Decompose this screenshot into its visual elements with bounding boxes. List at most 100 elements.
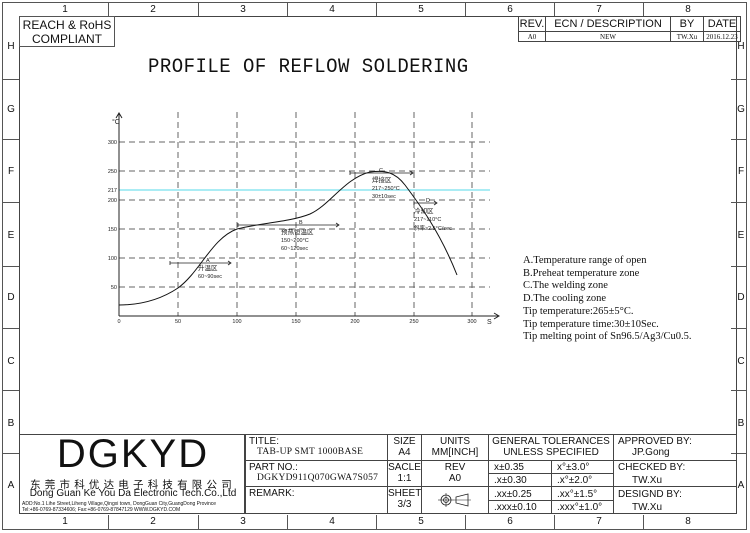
zone-c-name: 焊接区 xyxy=(372,175,392,184)
zone-col-label: 5 xyxy=(418,4,424,15)
zone-col-label: 1 xyxy=(62,4,68,15)
checked-cell: CHECKED BY: TW.Xu xyxy=(613,460,737,487)
zone-row-label: D xyxy=(737,292,745,303)
zone-divider xyxy=(376,2,377,16)
contact-line: Tel:+86-0769-87334606; Fax:+86-0769-8784… xyxy=(22,507,181,513)
compliance-line2: COMPLIANT xyxy=(31,32,102,46)
zone-row-label: A xyxy=(737,480,745,491)
zone-col-label: 6 xyxy=(507,4,513,15)
company-name-cn: 东莞市科优达电子科技有限公司 xyxy=(30,479,236,491)
zone-b-name: 预热恒温区 xyxy=(281,227,314,236)
zone-divider xyxy=(376,515,377,529)
zone-row-label: F xyxy=(7,166,15,177)
company-logo: DGKYD xyxy=(56,432,210,476)
zone-divider xyxy=(3,202,19,203)
zone-col-label: 2 xyxy=(150,516,156,527)
tolerance-linear: .x±0.30 xyxy=(488,473,552,487)
zone-col-label: 4 xyxy=(329,516,335,527)
zone-col-label: 7 xyxy=(596,516,602,527)
zone-divider xyxy=(731,390,747,391)
zone-divider xyxy=(3,453,19,454)
scale-value: 1:1 xyxy=(397,473,412,484)
tolerance-value: .x±0.30 xyxy=(494,475,527,486)
chart-grid xyxy=(119,112,490,316)
y-axis-label: °C xyxy=(112,118,120,126)
zone-divider xyxy=(465,515,466,529)
zone-c-id: C xyxy=(379,168,383,174)
svg-text:217: 217 xyxy=(108,188,117,194)
designed-value: TW.Xu xyxy=(632,502,663,513)
part-label: PART NO.: xyxy=(249,462,298,473)
svg-text:200: 200 xyxy=(350,319,359,325)
zone-col-label: 2 xyxy=(150,4,156,15)
sheet-label: SHEET xyxy=(388,488,422,499)
compliance-line1: REACH & RoHS xyxy=(22,18,112,32)
zone-a-name: 升温区 xyxy=(198,263,218,272)
units-label: UNITS xyxy=(440,436,470,447)
tolerance-angular: .x°±2.0° xyxy=(551,473,614,487)
svg-text:150: 150 xyxy=(108,227,117,233)
company-address: ADD:No.1 Lihe Street,Liheng Village,Qing… xyxy=(22,501,244,513)
note-item: Tip temperature time:30±10Sec. xyxy=(523,318,659,330)
zone-d-marker xyxy=(413,200,438,206)
zone-divider xyxy=(731,202,747,203)
tolerances-header1: GENERAL TOLERANCES xyxy=(492,436,610,447)
projection-cell xyxy=(421,486,489,514)
zone-divider xyxy=(731,266,747,267)
tolerance-value: .xx°±1.5° xyxy=(557,489,598,500)
zone-col-label: 3 xyxy=(240,4,246,15)
zone-divider xyxy=(731,328,747,329)
zone-divider xyxy=(643,2,644,16)
zone-row-label: C xyxy=(737,356,745,367)
zone-b-detail1: 150~200°C xyxy=(281,238,309,244)
zone-col-label: 4 xyxy=(329,4,335,15)
tolerance-value: .xxx°±1.0° xyxy=(557,502,603,513)
units-value: MM[INCH] xyxy=(431,447,479,458)
designed-label: DESIGND BY: xyxy=(618,489,682,500)
tolerance-value: x±0.35 xyxy=(494,462,524,473)
zone-divider xyxy=(287,2,288,16)
svg-text:250: 250 xyxy=(108,169,117,175)
part-cell: PART NO.: DGKYD911Q070GWA7S057 xyxy=(245,460,388,487)
zone-divider xyxy=(643,515,644,529)
company-cell xyxy=(19,434,245,514)
svg-text:100: 100 xyxy=(232,319,241,325)
zone-divider xyxy=(108,2,109,16)
zone-divider xyxy=(108,515,109,529)
scale-label: SACLE xyxy=(388,462,421,473)
note-item: D.The cooling zone xyxy=(523,293,607,305)
designed-cell: DESIGND BY: TW.Xu xyxy=(613,486,737,514)
zone-row-label: B xyxy=(7,418,15,429)
notes-list: A.Temperature range of open B.Preheat te… xyxy=(523,255,692,344)
y-axis-ticks: 300 250 217 200 150 100 50 xyxy=(108,140,117,291)
note-item: Tip temperature:265±5°C. xyxy=(523,305,634,317)
note-item: B.Preheat temperature zone xyxy=(523,267,640,279)
zone-col-label: 8 xyxy=(685,4,691,15)
x-axis-label: S xyxy=(487,319,492,326)
title-cell: TITLE: TAB-UP SMT 1000BASE xyxy=(245,434,388,461)
svg-text:150: 150 xyxy=(291,319,300,325)
title-value: TAB-UP SMT 1000BASE xyxy=(257,447,364,457)
svg-text:300: 300 xyxy=(467,319,476,325)
svg-text:200: 200 xyxy=(108,198,117,204)
rev-header: REV. xyxy=(518,16,546,32)
units-cell: UNITS MM[INCH] xyxy=(421,434,489,461)
zone-d-detail1: 217~110°C xyxy=(414,217,441,223)
reflow-curve xyxy=(118,170,458,306)
approved-cell: APPROVED BY: JP.Gong xyxy=(613,434,737,461)
zone-divider xyxy=(198,515,199,529)
tolerance-value: .xx±0.25 xyxy=(494,489,532,500)
rev-label: REV xyxy=(444,462,466,473)
address-line: ADD:No.1 Lihe Street,Liheng Village,Qing… xyxy=(22,501,217,507)
zone-c-marker xyxy=(349,170,414,176)
zone-row-label: G xyxy=(737,104,745,115)
revision-row: A0 NEW TW.Xu 2016.12.23 xyxy=(518,31,741,42)
zone-row-label: A xyxy=(7,480,15,491)
zone-b-detail2: 60~120sec xyxy=(281,246,308,252)
tolerances-header-cell: GENERAL TOLERANCES UNLESS SPECIFIED xyxy=(488,434,614,461)
tolerances-header2: UNLESS SPECIFIED xyxy=(503,447,599,458)
remark-label: REMARK: xyxy=(249,488,295,499)
ecn-header: ECN / DESCRIPTION xyxy=(545,16,671,32)
zone-a-marker xyxy=(169,260,232,266)
compliance-box: REACH & RoHS COMPLIANT xyxy=(19,16,115,47)
